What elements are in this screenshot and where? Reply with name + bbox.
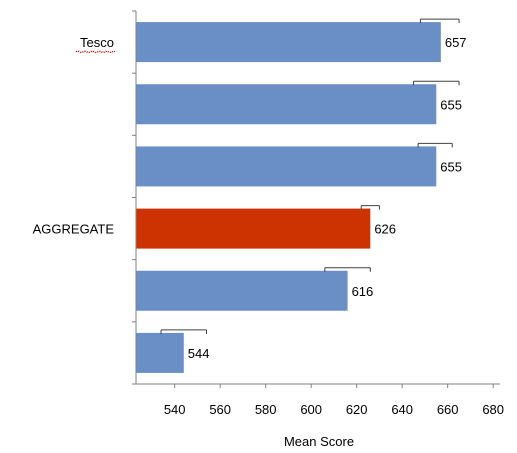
x-tick-label: 580 xyxy=(255,402,277,417)
data-label: 657 xyxy=(445,35,467,50)
spellcheck-underline xyxy=(75,50,116,54)
data-label: 626 xyxy=(374,222,396,237)
bar xyxy=(136,270,348,311)
x-tick-label: 560 xyxy=(209,402,231,417)
data-label: 655 xyxy=(440,159,462,174)
error-bar xyxy=(413,80,460,86)
x-axis-title: Mean Score xyxy=(284,434,354,449)
bar xyxy=(136,84,437,125)
data-label: 544 xyxy=(188,346,210,361)
bar-aggregate xyxy=(136,208,371,249)
x-tick-label: 620 xyxy=(346,402,368,417)
error-bar xyxy=(417,142,453,148)
x-tick-label: 540 xyxy=(164,402,186,417)
bars-layer xyxy=(136,22,441,373)
category-label: Tesco xyxy=(80,35,114,50)
error-bar xyxy=(324,267,371,272)
data-labels-layer: 657 655 655 626 616 544 xyxy=(188,35,467,361)
bar xyxy=(136,22,441,63)
x-ticks-layer: 540 560 580 600 620 640 660 680 xyxy=(164,384,504,417)
data-label: 616 xyxy=(352,284,374,299)
data-label: 655 xyxy=(440,97,462,112)
error-bar xyxy=(419,18,460,24)
x-tick-label: 660 xyxy=(437,402,459,417)
bar xyxy=(136,332,184,373)
x-tick-label: 600 xyxy=(300,402,322,417)
category-label: AGGREGATE xyxy=(33,222,115,237)
error-bar xyxy=(160,329,208,334)
category-labels-layer: Tesco AGGREGATE xyxy=(33,35,116,237)
bar xyxy=(136,146,437,187)
y-ticks-layer xyxy=(132,10,136,385)
x-tick-label: 680 xyxy=(482,402,504,417)
axes-layer xyxy=(135,11,500,385)
error-bar xyxy=(360,205,380,210)
x-tick-label: 640 xyxy=(391,402,413,417)
error-bars-layer xyxy=(160,18,460,334)
